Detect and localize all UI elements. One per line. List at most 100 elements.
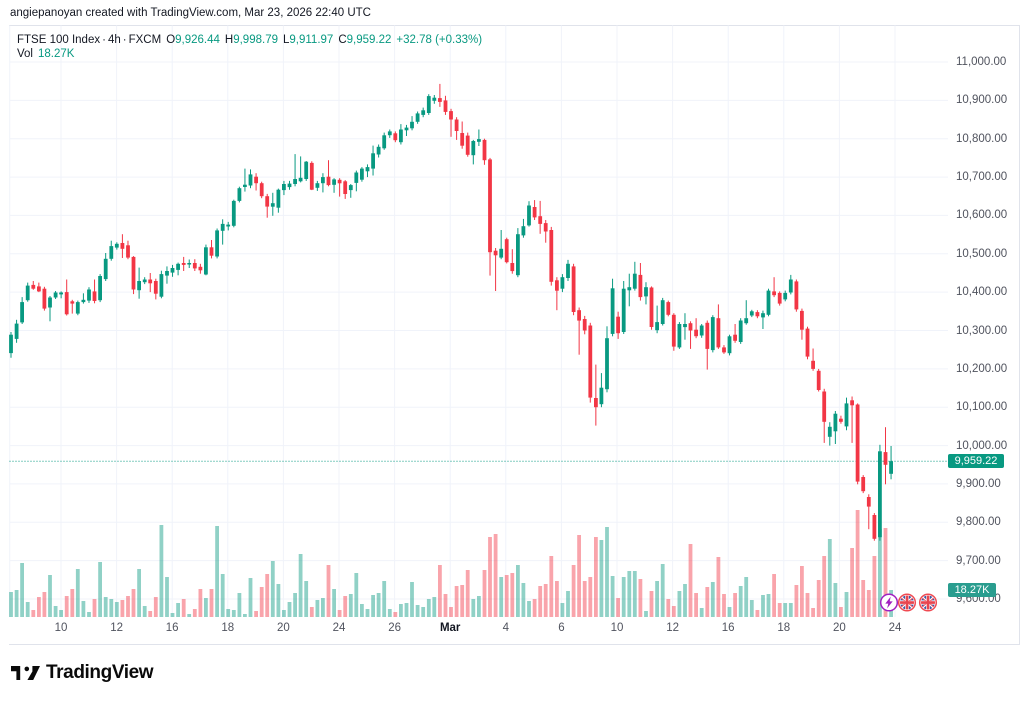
volume-bar [31,610,36,617]
candle-body [70,301,75,304]
candle-body [360,168,364,180]
candle-body [822,391,827,422]
volume-bar [477,596,481,617]
candle-body [538,216,543,224]
candle-body [209,247,214,256]
volume-bar [304,581,309,617]
legend-change: +32.78 (+0.33%) [396,34,483,46]
tradingview-logo[interactable]: TradingView [11,662,154,684]
candle-body [477,139,481,142]
candle-body [772,291,776,296]
volume-bar [204,598,208,617]
volume-bar [415,605,420,617]
volume-bar [666,599,671,617]
candle-body [465,135,470,155]
candle-body [376,146,381,155]
chart-legend: FTSE 100 Index · 4h · FXCM O9,926.44 H9,998.79… [17,33,482,61]
price-axis-label: 10,600.00 [956,209,1008,222]
volume-bar [755,610,760,617]
volume-bar [87,612,91,617]
time-axis-label: 24 [332,622,346,634]
volume-bar [532,599,537,617]
volume-bar [137,569,141,617]
volume-bar [9,592,13,617]
candle-body [566,263,570,278]
candles [9,83,893,541]
candle-body [766,290,771,315]
lightning-event-icon[interactable] [879,593,898,617]
volume-bar [337,610,342,617]
volume-bar [70,589,75,617]
candle-body [605,338,609,390]
candle-body [248,174,253,186]
volume-bar [354,573,359,617]
candle-body [839,418,843,422]
volume-bar [493,534,498,617]
volume-bar [471,599,476,617]
volume-bar [215,526,219,617]
volume-bar [566,591,570,617]
candle-body [365,167,370,172]
volume-bar [287,602,292,617]
candle-body [582,319,587,331]
volume-bar [638,579,643,617]
candle-body [627,287,632,291]
attribution-text: angiepanoyan created with TradingView.co… [10,7,371,19]
candle-body [816,370,821,390]
candle-body [20,302,24,323]
volume-bar [332,589,336,617]
volume-bar [410,582,414,617]
candle-body [632,273,637,289]
candle-body [521,226,526,236]
candle-body [53,292,58,298]
candle-body [610,288,615,334]
uk-flag-event-icon[interactable] [919,593,938,617]
volume-bar [738,586,743,617]
candle-body [87,289,91,301]
volume-bar [326,565,331,617]
candle-body [131,256,136,290]
price-axis-label: 9,900.00 [956,477,1001,490]
candle-body [204,247,208,275]
legend-low-label: L [282,34,290,46]
candle-body [293,179,297,184]
candle-body [621,288,626,332]
candle-body [75,302,80,314]
candle-body [92,291,97,301]
volume-bar [632,571,637,617]
volume-bar [772,574,776,617]
time-axis-label: 16 [721,622,735,634]
uk-flag-event-icon[interactable] [897,593,916,617]
candle-body [671,314,676,347]
candle-body [644,287,648,297]
price-axis-label: 10,900.00 [956,94,1008,107]
legend-open-value: 9,926.44 [175,34,220,46]
legend-symbol[interactable]: FTSE 100 Index [17,34,101,46]
volume-bar [92,599,97,617]
volume-bar [360,604,364,617]
volume-bars [9,510,893,617]
tradingview-logo-icon [11,666,40,680]
tradingview-logo-text: TradingView [46,662,154,683]
legend-interval[interactable]: 4h [107,34,121,46]
legend-symbol-row: FTSE 100 Index · 4h · FXCM O9,926.44 H9,998.79… [17,33,482,47]
price-axis-label: 10,200.00 [956,362,1008,375]
volume-bar [783,603,788,617]
volume-bar [421,607,426,617]
price-axis-label: 10,500.00 [956,247,1008,260]
candle-body [889,461,893,474]
time-axis-label: 12 [666,622,679,634]
candle-body [872,515,877,539]
volume-bar [599,540,604,617]
volume-bar [276,584,281,617]
volume-bar [766,594,771,617]
time-axis-label: 20 [276,622,290,634]
candle-body [599,387,604,405]
volume-bar [432,597,437,617]
volume-bar [109,599,114,617]
price-axis-label: 10,100.00 [956,401,1008,414]
volume-bar [588,577,593,617]
